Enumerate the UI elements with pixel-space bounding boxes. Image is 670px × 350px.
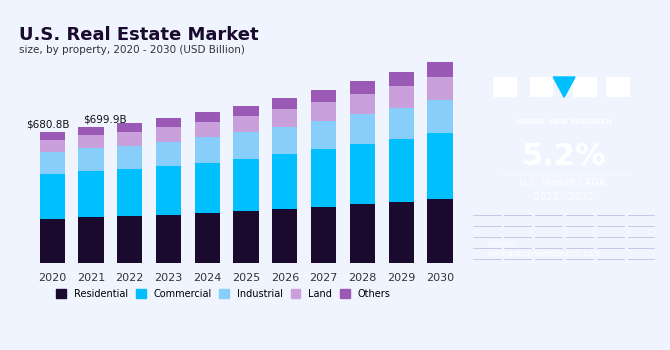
Bar: [389, 86, 414, 107]
Bar: [40, 132, 65, 140]
Text: $680.8B: $680.8B: [27, 120, 70, 130]
Text: 5.2%: 5.2%: [522, 142, 606, 171]
Bar: [117, 132, 142, 146]
FancyBboxPatch shape: [493, 77, 517, 97]
Bar: [311, 121, 336, 149]
Bar: [233, 105, 259, 116]
Bar: [427, 133, 453, 199]
Bar: [350, 114, 375, 144]
Bar: [156, 142, 181, 166]
Text: U.S. Market CAGR,
2022 - 2030: U.S. Market CAGR, 2022 - 2030: [519, 178, 609, 202]
Bar: [272, 98, 297, 109]
FancyBboxPatch shape: [606, 77, 630, 97]
Bar: [233, 132, 259, 159]
Bar: [78, 217, 103, 263]
Polygon shape: [553, 77, 575, 97]
Legend: Residential, Commercial, Industrial, Land, Others: Residential, Commercial, Industrial, Lan…: [52, 285, 394, 303]
Bar: [311, 102, 336, 121]
Bar: [156, 118, 181, 127]
Bar: [78, 127, 103, 135]
Bar: [427, 62, 453, 77]
Text: GRAND VIEW RESEARCH: GRAND VIEW RESEARCH: [517, 119, 612, 125]
Bar: [272, 154, 297, 209]
Bar: [156, 215, 181, 263]
Bar: [233, 116, 259, 132]
Bar: [156, 166, 181, 215]
Bar: [233, 159, 259, 211]
Bar: [389, 107, 414, 139]
Bar: [117, 169, 142, 216]
Text: Source:
www.grandviewresearch.com: Source: www.grandviewresearch.com: [488, 239, 600, 258]
Bar: [350, 204, 375, 263]
Bar: [350, 144, 375, 204]
Bar: [117, 216, 142, 263]
Bar: [311, 207, 336, 263]
Text: $699.9B: $699.9B: [82, 115, 126, 125]
Bar: [40, 152, 65, 174]
Bar: [78, 135, 103, 148]
Bar: [40, 174, 65, 219]
Bar: [311, 90, 336, 102]
Text: size, by property, 2020 - 2030 (USD Billion): size, by property, 2020 - 2030 (USD Bill…: [19, 45, 245, 55]
Bar: [389, 202, 414, 263]
Bar: [427, 199, 453, 263]
Bar: [195, 162, 220, 213]
Bar: [389, 139, 414, 202]
Bar: [40, 219, 65, 263]
Bar: [311, 149, 336, 207]
Bar: [272, 127, 297, 154]
Bar: [195, 138, 220, 162]
Bar: [195, 213, 220, 263]
Bar: [427, 100, 453, 133]
Bar: [195, 122, 220, 138]
Bar: [78, 148, 103, 172]
Bar: [389, 72, 414, 86]
Bar: [78, 172, 103, 217]
Bar: [117, 123, 142, 132]
Bar: [233, 211, 259, 263]
Bar: [272, 209, 297, 263]
Text: U.S. Real Estate Market: U.S. Real Estate Market: [19, 27, 259, 44]
Bar: [272, 109, 297, 127]
Bar: [350, 81, 375, 94]
Bar: [117, 146, 142, 169]
Bar: [350, 94, 375, 114]
Bar: [195, 112, 220, 122]
FancyBboxPatch shape: [574, 77, 597, 97]
Bar: [156, 127, 181, 142]
Bar: [427, 77, 453, 100]
FancyBboxPatch shape: [529, 77, 553, 97]
Bar: [40, 140, 65, 152]
